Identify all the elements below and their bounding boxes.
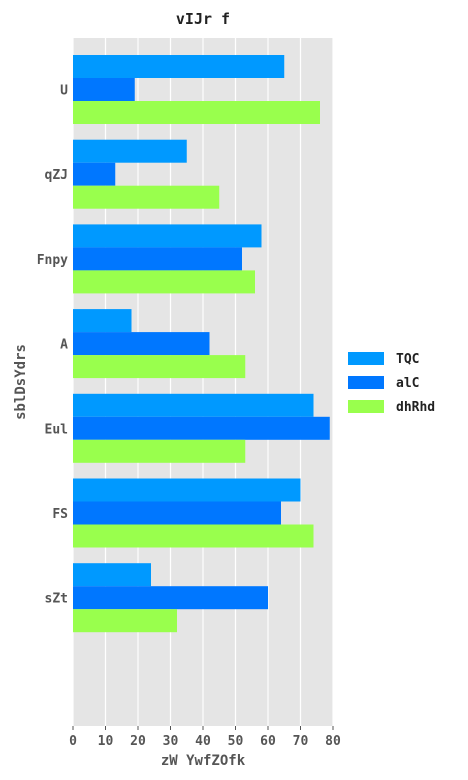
- bar: [73, 55, 285, 78]
- bar: [73, 393, 314, 417]
- y-tick-label: sZt: [45, 592, 68, 607]
- y-tick-label: Fnpy: [37, 253, 68, 268]
- x-tick-label: 10: [98, 734, 114, 749]
- bar: [73, 586, 268, 610]
- bar: [73, 78, 135, 101]
- bar: [73, 270, 255, 294]
- bar: [73, 439, 246, 463]
- bar: [73, 478, 301, 502]
- x-axis-label: zW YwfZOfk: [161, 753, 246, 769]
- bar: [73, 101, 320, 124]
- legend-swatch: [348, 400, 384, 413]
- bar: [73, 416, 330, 440]
- x-tick-label: 60: [260, 734, 276, 749]
- chart-title: vIJr f: [176, 10, 230, 28]
- bar: [73, 185, 220, 209]
- x-tick-label: 30: [163, 734, 179, 749]
- bar: [73, 224, 262, 248]
- x-tick-label: 80: [325, 734, 341, 749]
- legend-swatch: [348, 352, 384, 365]
- y-tick-label: qZJ: [45, 168, 68, 183]
- legend-label: dhRhd: [396, 400, 435, 415]
- bar: [73, 332, 210, 356]
- y-tick-label: U: [60, 84, 68, 99]
- legend-label: TQC: [396, 352, 419, 367]
- bar: [73, 355, 246, 379]
- y-tick-label: FS: [52, 507, 68, 522]
- x-tick-labels: 0 10 20 30 40 50 60 70 80: [69, 726, 341, 749]
- legend-label: alC: [396, 376, 419, 391]
- x-tick-label: 70: [293, 734, 309, 749]
- bar: [73, 524, 314, 548]
- x-tick-label: 0: [69, 734, 77, 749]
- bar: [73, 501, 281, 525]
- bar: [73, 162, 116, 186]
- bar: [73, 609, 177, 633]
- bar: [73, 139, 187, 163]
- legend-swatch: [348, 376, 384, 389]
- y-axis-label: sblDsYdrs: [13, 344, 29, 420]
- bar: [73, 247, 242, 271]
- bars: [73, 55, 330, 633]
- x-tick-label: 50: [228, 734, 244, 749]
- bar: [73, 563, 151, 587]
- x-tick-label: 40: [195, 734, 211, 749]
- bar: [73, 309, 132, 333]
- y-tick-label: A: [60, 338, 68, 353]
- y-tick-label: Eul: [45, 422, 68, 437]
- legend: TQC alC dhRhd: [348, 352, 435, 415]
- x-tick-label: 20: [130, 734, 146, 749]
